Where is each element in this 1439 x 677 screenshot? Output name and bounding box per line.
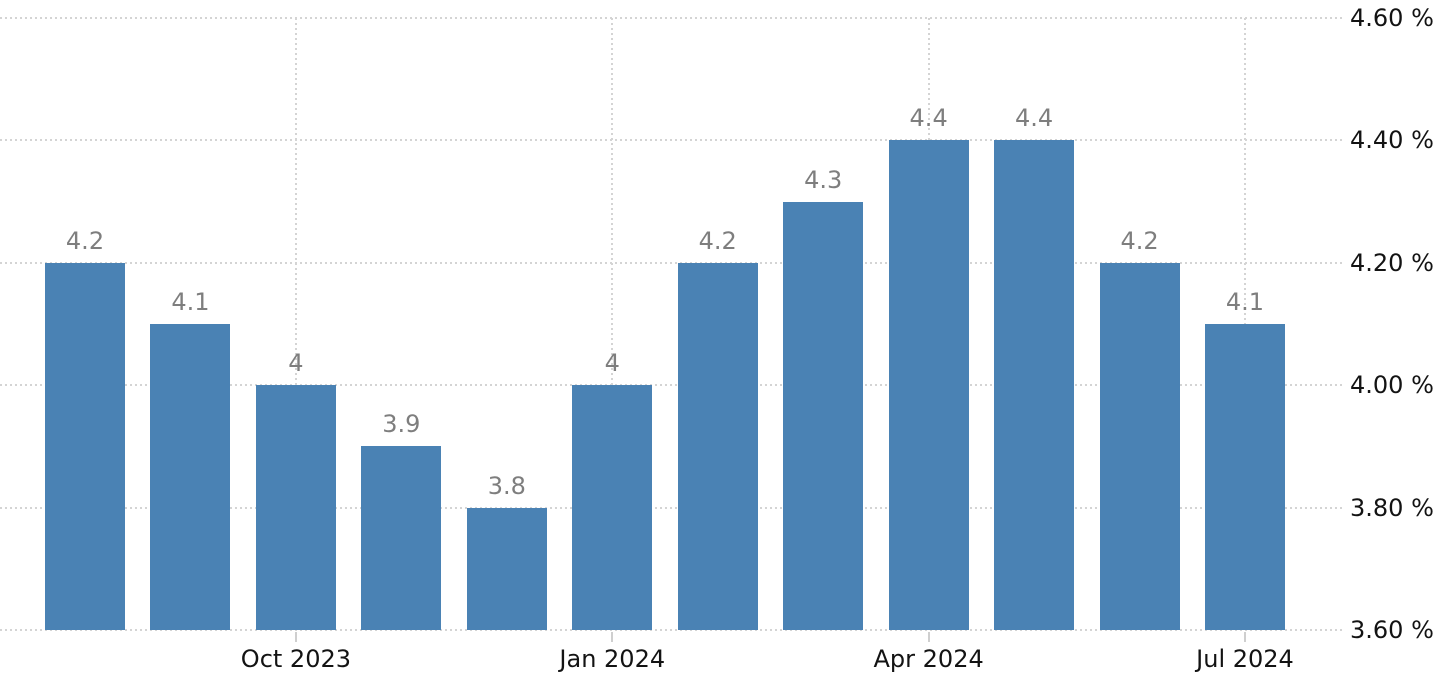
- bar[interactable]: [361, 446, 442, 630]
- bar[interactable]: [888, 140, 969, 630]
- gridline-horizontal: [0, 384, 1343, 387]
- bar-value-label: 3.8: [487, 471, 526, 500]
- x-axis-tick-mark: [1243, 632, 1246, 642]
- bar-value-label: 4.1: [1225, 288, 1265, 316]
- x-axis-tick-mark: [294, 632, 297, 642]
- x-axis-tick-label: Oct 2023: [240, 645, 352, 673]
- gridline-horizontal: [0, 629, 1343, 631]
- bar-value-label: 4.2: [1120, 226, 1159, 255]
- bar[interactable]: [1099, 262, 1180, 630]
- bar[interactable]: [994, 140, 1075, 630]
- y-axis-tick-label: 3.80 %: [1350, 493, 1434, 522]
- y-axis-tick-label: 4.00 %: [1350, 371, 1434, 400]
- y-axis-tick-label: 3.60 %: [1350, 616, 1434, 644]
- y-axis-tick-label: 4.60 %: [1350, 4, 1434, 32]
- bar[interactable]: [45, 262, 125, 630]
- x-axis-tick-label: Apr 2024: [873, 645, 984, 673]
- x-axis-tick-label: Jan 2024: [559, 645, 666, 673]
- x-axis-tick-label: Jul 2024: [1196, 645, 1294, 673]
- bar-value-label: 4.1: [171, 288, 210, 316]
- bar-value-label: 4: [604, 349, 620, 378]
- bar-value-label: 4.2: [698, 226, 737, 255]
- bar-value-label: 4: [288, 349, 304, 378]
- gridline-vertical: [294, 18, 297, 630]
- bar[interactable]: [572, 385, 653, 630]
- bar[interactable]: [466, 507, 547, 630]
- gridline-horizontal: [0, 261, 1343, 264]
- bar[interactable]: [677, 262, 758, 630]
- y-axis-tick-label: 4.20 %: [1350, 248, 1434, 277]
- gridline-horizontal: [0, 506, 1343, 509]
- bar-value-label: 4.2: [65, 226, 105, 255]
- x-axis-tick-mark: [611, 632, 614, 642]
- bar[interactable]: [150, 324, 231, 630]
- gridline-vertical: [611, 18, 614, 630]
- bar[interactable]: [1204, 324, 1285, 630]
- y-axis-tick-label: 4.40 %: [1350, 126, 1434, 155]
- bar-value-label: 4.4: [1014, 104, 1054, 133]
- bar[interactable]: [783, 201, 864, 630]
- x-axis-tick-mark: [927, 632, 930, 642]
- gridline-horizontal: [0, 17, 1343, 19]
- gridline-horizontal: [0, 139, 1343, 142]
- bar[interactable]: [255, 385, 336, 630]
- bar-value-label: 4.4: [909, 104, 948, 133]
- bar-value-label: 4.3: [804, 165, 843, 194]
- bar-value-label: 3.9: [382, 410, 421, 439]
